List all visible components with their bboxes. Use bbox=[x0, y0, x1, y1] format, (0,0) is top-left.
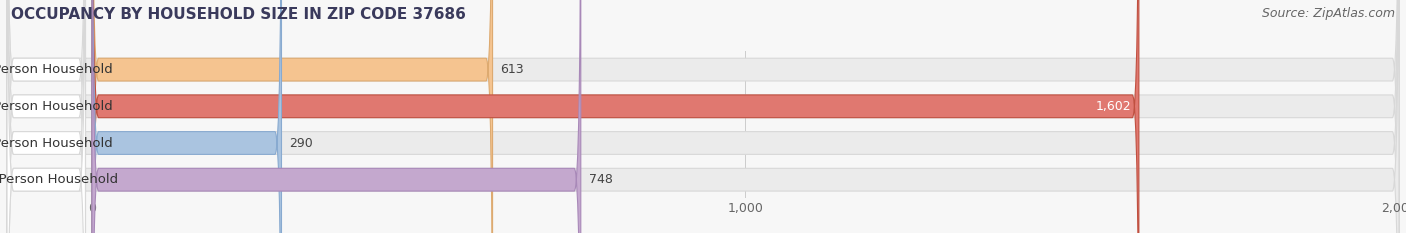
FancyBboxPatch shape bbox=[7, 0, 1399, 233]
Text: OCCUPANCY BY HOUSEHOLD SIZE IN ZIP CODE 37686: OCCUPANCY BY HOUSEHOLD SIZE IN ZIP CODE … bbox=[11, 7, 467, 22]
Text: 1-Person Household: 1-Person Household bbox=[0, 63, 112, 76]
Text: 4+ Person Household: 4+ Person Household bbox=[0, 173, 118, 186]
FancyBboxPatch shape bbox=[91, 0, 1139, 233]
Text: Source: ZipAtlas.com: Source: ZipAtlas.com bbox=[1261, 7, 1395, 20]
Text: 613: 613 bbox=[501, 63, 524, 76]
FancyBboxPatch shape bbox=[7, 0, 1399, 233]
FancyBboxPatch shape bbox=[91, 0, 581, 233]
FancyBboxPatch shape bbox=[7, 0, 86, 233]
FancyBboxPatch shape bbox=[7, 0, 1399, 233]
Text: 2-Person Household: 2-Person Household bbox=[0, 100, 112, 113]
Text: 3-Person Household: 3-Person Household bbox=[0, 137, 112, 150]
FancyBboxPatch shape bbox=[91, 0, 492, 233]
FancyBboxPatch shape bbox=[7, 0, 1399, 233]
Text: 290: 290 bbox=[290, 137, 314, 150]
Text: 1,602: 1,602 bbox=[1095, 100, 1130, 113]
FancyBboxPatch shape bbox=[7, 0, 86, 233]
FancyBboxPatch shape bbox=[91, 0, 281, 233]
FancyBboxPatch shape bbox=[7, 0, 86, 233]
Text: 748: 748 bbox=[589, 173, 613, 186]
FancyBboxPatch shape bbox=[7, 0, 86, 233]
